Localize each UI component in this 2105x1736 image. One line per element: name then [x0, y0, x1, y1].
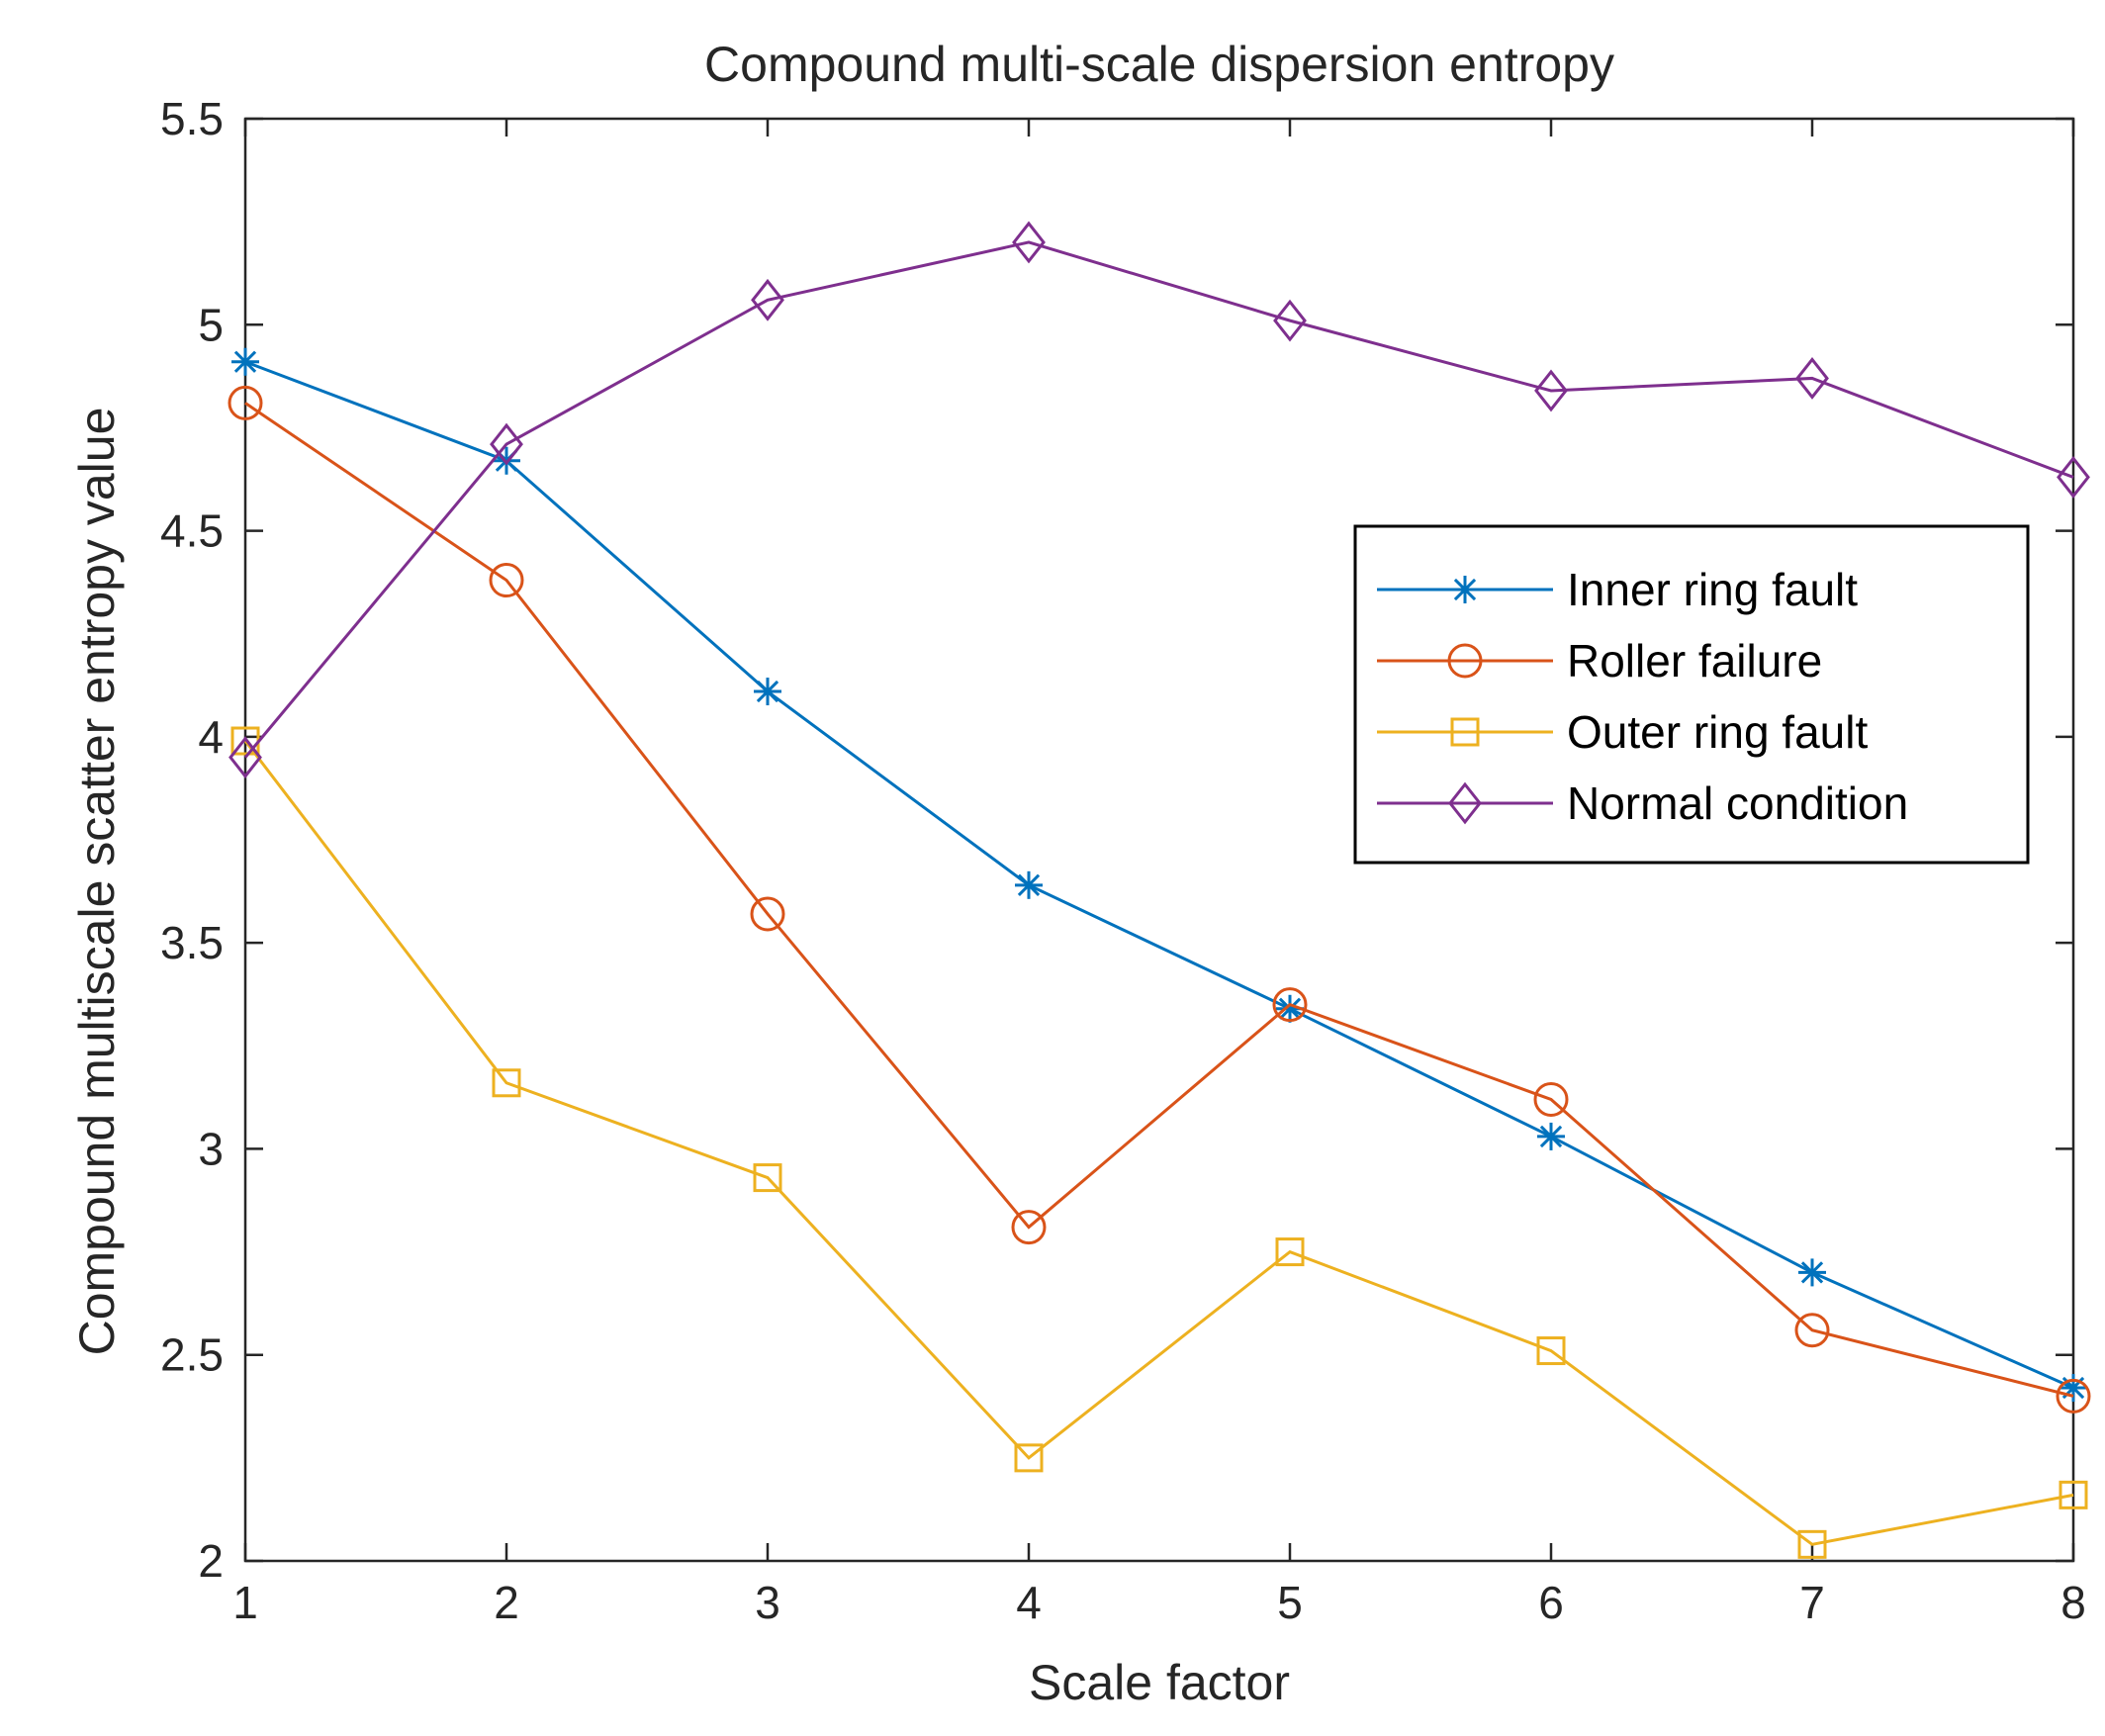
legend-box: [1353, 524, 2030, 865]
series-line: [243, 240, 2074, 759]
y-tick-label: 4: [198, 711, 224, 763]
legend-label: Normal condition: [1567, 777, 1908, 829]
data-point: [1536, 1336, 1566, 1366]
x-tick-label: 6: [1538, 1577, 1564, 1628]
legend-label: Inner ring fault: [1567, 564, 1858, 615]
data-point: [1533, 1081, 1569, 1117]
x-tick-label: 2: [494, 1577, 519, 1628]
legend-entry: Outer ring fault: [1377, 706, 1868, 758]
data-point: [1275, 1237, 1305, 1267]
data-point: [1795, 357, 1829, 400]
series-line: [244, 360, 2074, 1390]
data-point: [2059, 1374, 2087, 1403]
data-point: [1797, 1529, 1827, 1559]
series-roller-failure: [228, 385, 2091, 1414]
data-point: [754, 678, 781, 706]
x-tick-label: 8: [2060, 1577, 2086, 1628]
y-tick-label: 3: [198, 1123, 224, 1174]
series-line: [244, 402, 2074, 1398]
data-point: [490, 422, 523, 466]
data-point: [2059, 1480, 2088, 1509]
data-point: [1014, 1443, 1044, 1473]
legend-marker: [1448, 781, 1482, 825]
legend-label: Outer ring fault: [1567, 706, 1868, 758]
series-outer-ring-fault: [230, 726, 2088, 1559]
x-tick-label: 7: [1799, 1577, 1825, 1628]
legend-entry: Normal condition: [1377, 777, 1908, 829]
y-tick-label: 4.5: [160, 505, 224, 557]
data-point: [753, 1163, 782, 1193]
data-point: [1794, 1313, 1830, 1348]
x-tick-label: 5: [1277, 1577, 1303, 1628]
data-point: [489, 563, 524, 598]
data-point: [2056, 1378, 2091, 1414]
y-axis-label: Compound multiscale scatter entropy valu…: [69, 408, 125, 1356]
series-normal-condition: [229, 221, 2090, 779]
legend: Inner ring fault Roller failure Outer ring…: [1353, 524, 2030, 865]
data-point: [229, 736, 262, 779]
data-point: [1537, 1122, 1565, 1150]
data-point: [1012, 221, 1046, 264]
y-tick-label: 5.5: [160, 93, 224, 144]
data-point: [231, 347, 259, 376]
legend-entry: Roller failure: [1377, 635, 1822, 686]
data-point: [1273, 299, 1307, 342]
legend-marker: [1451, 576, 1479, 603]
data-point: [1798, 1258, 1826, 1287]
y-tick-label: 5: [198, 299, 224, 350]
legend-label: Roller failure: [1567, 635, 1822, 686]
x-tick-label: 1: [232, 1577, 258, 1628]
data-point: [1534, 369, 1568, 412]
x-tick-label: 4: [1016, 1577, 1042, 1628]
data-point: [492, 1068, 521, 1098]
series-layer: [228, 221, 2091, 1559]
y-tick-label: 2: [198, 1535, 224, 1587]
data-point: [2057, 455, 2090, 499]
x-axis-label: Scale factor: [1029, 1655, 1290, 1710]
data-point: [1272, 987, 1308, 1023]
y-tick-label: 3.5: [160, 917, 224, 968]
legend-entry: Inner ring fault: [1377, 564, 1858, 615]
x-tick-label: 3: [755, 1577, 780, 1628]
chart-title: Compound multi-scale dispersion entropy: [704, 37, 1614, 92]
data-point: [1015, 870, 1043, 899]
data-point: [1011, 1210, 1047, 1245]
legend-marker: [1447, 643, 1483, 679]
series-line: [243, 740, 2074, 1546]
legend-marker: [1450, 717, 1480, 747]
y-tick-label: 2.5: [160, 1329, 224, 1381]
data-point: [751, 278, 784, 321]
data-point: [750, 896, 785, 932]
x-axis: 1 2 3 4 5 6 7 8: [232, 119, 2086, 1628]
y-axis: 2 2.5 3 3.5 4 4.5 5 5.5: [160, 93, 2073, 1587]
data-point: [228, 385, 263, 420]
